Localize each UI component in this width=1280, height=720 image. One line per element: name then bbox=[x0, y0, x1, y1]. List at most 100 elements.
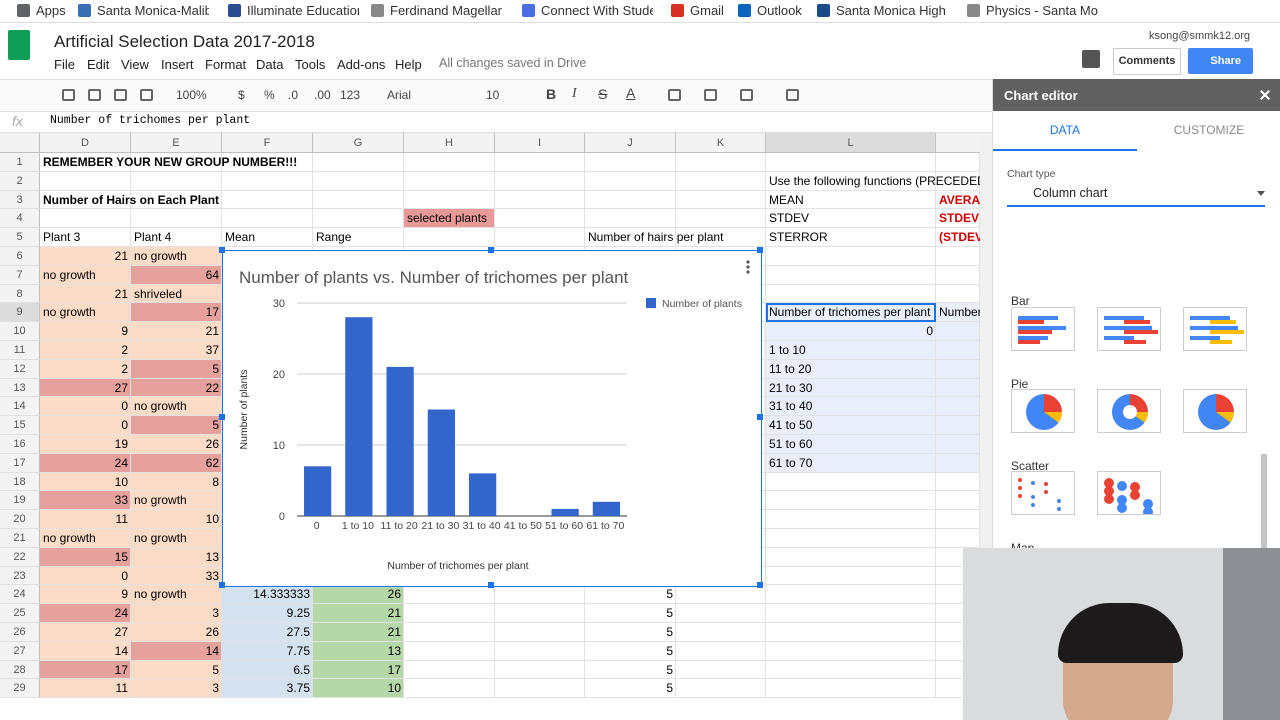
comment-icon[interactable] bbox=[1082, 50, 1100, 68]
cell[interactable] bbox=[40, 171, 131, 191]
cell[interactable] bbox=[585, 190, 676, 210]
cell[interactable] bbox=[936, 303, 980, 323]
cell[interactable] bbox=[131, 529, 222, 548]
cell[interactable] bbox=[131, 378, 222, 398]
cell[interactable] bbox=[131, 472, 222, 492]
cell[interactable] bbox=[40, 547, 131, 567]
bookmark[interactable]: Outlook bbox=[757, 3, 802, 18]
cell[interactable] bbox=[766, 209, 936, 229]
cell[interactable] bbox=[222, 604, 313, 623]
cell[interactable] bbox=[313, 209, 404, 229]
cell[interactable] bbox=[40, 641, 131, 661]
cell[interactable] bbox=[766, 359, 936, 379]
bookmark[interactable]: Santa Monica High S bbox=[836, 3, 948, 18]
bookmark-icon[interactable] bbox=[967, 4, 980, 17]
tab-data[interactable]: DATA bbox=[993, 111, 1137, 151]
cell[interactable] bbox=[585, 171, 676, 191]
cell[interactable] bbox=[766, 491, 936, 511]
cell[interactable] bbox=[766, 529, 936, 548]
cell[interactable] bbox=[40, 303, 131, 323]
cell[interactable] bbox=[404, 228, 495, 247]
cell[interactable] bbox=[676, 228, 766, 247]
cell[interactable] bbox=[766, 228, 936, 247]
menu-item[interactable]: File bbox=[54, 57, 75, 72]
cell[interactable] bbox=[936, 284, 980, 304]
cell[interactable] bbox=[404, 209, 495, 229]
cell[interactable] bbox=[40, 265, 131, 285]
toolbar-strikethrough[interactable]: S bbox=[598, 86, 608, 102]
cell[interactable] bbox=[766, 566, 936, 586]
menu-item[interactable]: Add-ons bbox=[337, 57, 386, 72]
cell[interactable] bbox=[40, 359, 131, 379]
cell[interactable] bbox=[676, 679, 766, 699]
cell[interactable] bbox=[766, 660, 936, 680]
toolbar-percent[interactable]: % bbox=[264, 88, 275, 102]
cell[interactable] bbox=[495, 604, 585, 623]
cell[interactable] bbox=[222, 679, 313, 699]
cell[interactable] bbox=[936, 491, 980, 511]
cell[interactable] bbox=[313, 228, 404, 247]
bookmark[interactable]: Physics - Santa Moni bbox=[986, 3, 1098, 18]
cell[interactable] bbox=[585, 604, 676, 623]
cell[interactable] bbox=[936, 453, 980, 473]
bookmark[interactable]: Connect With Studen bbox=[541, 3, 653, 18]
cell[interactable] bbox=[495, 209, 585, 229]
cell[interactable] bbox=[766, 623, 936, 642]
bookmark-icon[interactable] bbox=[671, 4, 684, 17]
cell[interactable] bbox=[936, 265, 980, 285]
cell[interactable] bbox=[766, 265, 936, 285]
cell[interactable] bbox=[495, 153, 585, 172]
bookmark-icon[interactable] bbox=[228, 4, 241, 17]
cell[interactable] bbox=[495, 660, 585, 680]
cell[interactable] bbox=[585, 585, 676, 605]
cell[interactable] bbox=[404, 660, 495, 680]
cell[interactable] bbox=[404, 153, 495, 172]
cell[interactable] bbox=[313, 153, 404, 172]
menu-item[interactable]: Help bbox=[395, 57, 422, 72]
cell[interactable] bbox=[222, 623, 313, 642]
merge-icon[interactable] bbox=[740, 89, 753, 101]
chart-type-dropdown[interactable]: Column chart bbox=[1007, 183, 1265, 207]
toolbar-bold[interactable]: B bbox=[546, 86, 557, 102]
cell[interactable] bbox=[40, 416, 131, 435]
cell[interactable] bbox=[222, 171, 313, 191]
cell[interactable] bbox=[766, 585, 936, 605]
cell[interactable] bbox=[313, 171, 404, 191]
cell[interactable] bbox=[40, 604, 131, 623]
cell[interactable] bbox=[131, 171, 222, 191]
cell[interactable] bbox=[676, 190, 766, 210]
resize-handle[interactable] bbox=[488, 247, 494, 253]
cell[interactable] bbox=[404, 171, 495, 191]
more-icon[interactable] bbox=[786, 89, 799, 101]
chart-thumbnail[interactable] bbox=[1183, 389, 1247, 433]
cell[interactable] bbox=[585, 228, 676, 247]
chart-thumbnail[interactable] bbox=[1097, 307, 1161, 351]
cell[interactable] bbox=[131, 566, 222, 586]
cell[interactable] bbox=[40, 660, 131, 680]
cell[interactable] bbox=[766, 641, 936, 661]
cell[interactable] bbox=[495, 585, 585, 605]
menu-item[interactable]: View bbox=[121, 57, 149, 72]
cell[interactable] bbox=[40, 435, 131, 454]
cell[interactable] bbox=[676, 660, 766, 680]
borders-icon[interactable] bbox=[704, 89, 717, 101]
bookmark-icon[interactable] bbox=[17, 4, 30, 17]
formula-content[interactable]: Number of trichomes per plant bbox=[50, 114, 251, 127]
cell[interactable] bbox=[766, 247, 936, 266]
cell[interactable] bbox=[495, 190, 585, 210]
cell[interactable] bbox=[936, 359, 980, 379]
cell[interactable] bbox=[131, 585, 222, 605]
cell[interactable] bbox=[766, 378, 936, 398]
cell[interactable] bbox=[40, 228, 131, 247]
cell[interactable] bbox=[40, 566, 131, 586]
menu-item[interactable]: Tools bbox=[295, 57, 326, 72]
cell[interactable] bbox=[936, 190, 980, 210]
cell[interactable] bbox=[131, 322, 222, 341]
resize-handle[interactable] bbox=[219, 582, 225, 588]
cell[interactable] bbox=[495, 228, 585, 247]
cell[interactable] bbox=[131, 679, 222, 699]
cell[interactable] bbox=[495, 679, 585, 699]
cell[interactable] bbox=[936, 510, 980, 529]
cell[interactable] bbox=[676, 585, 766, 605]
redo-icon[interactable] bbox=[114, 89, 127, 101]
